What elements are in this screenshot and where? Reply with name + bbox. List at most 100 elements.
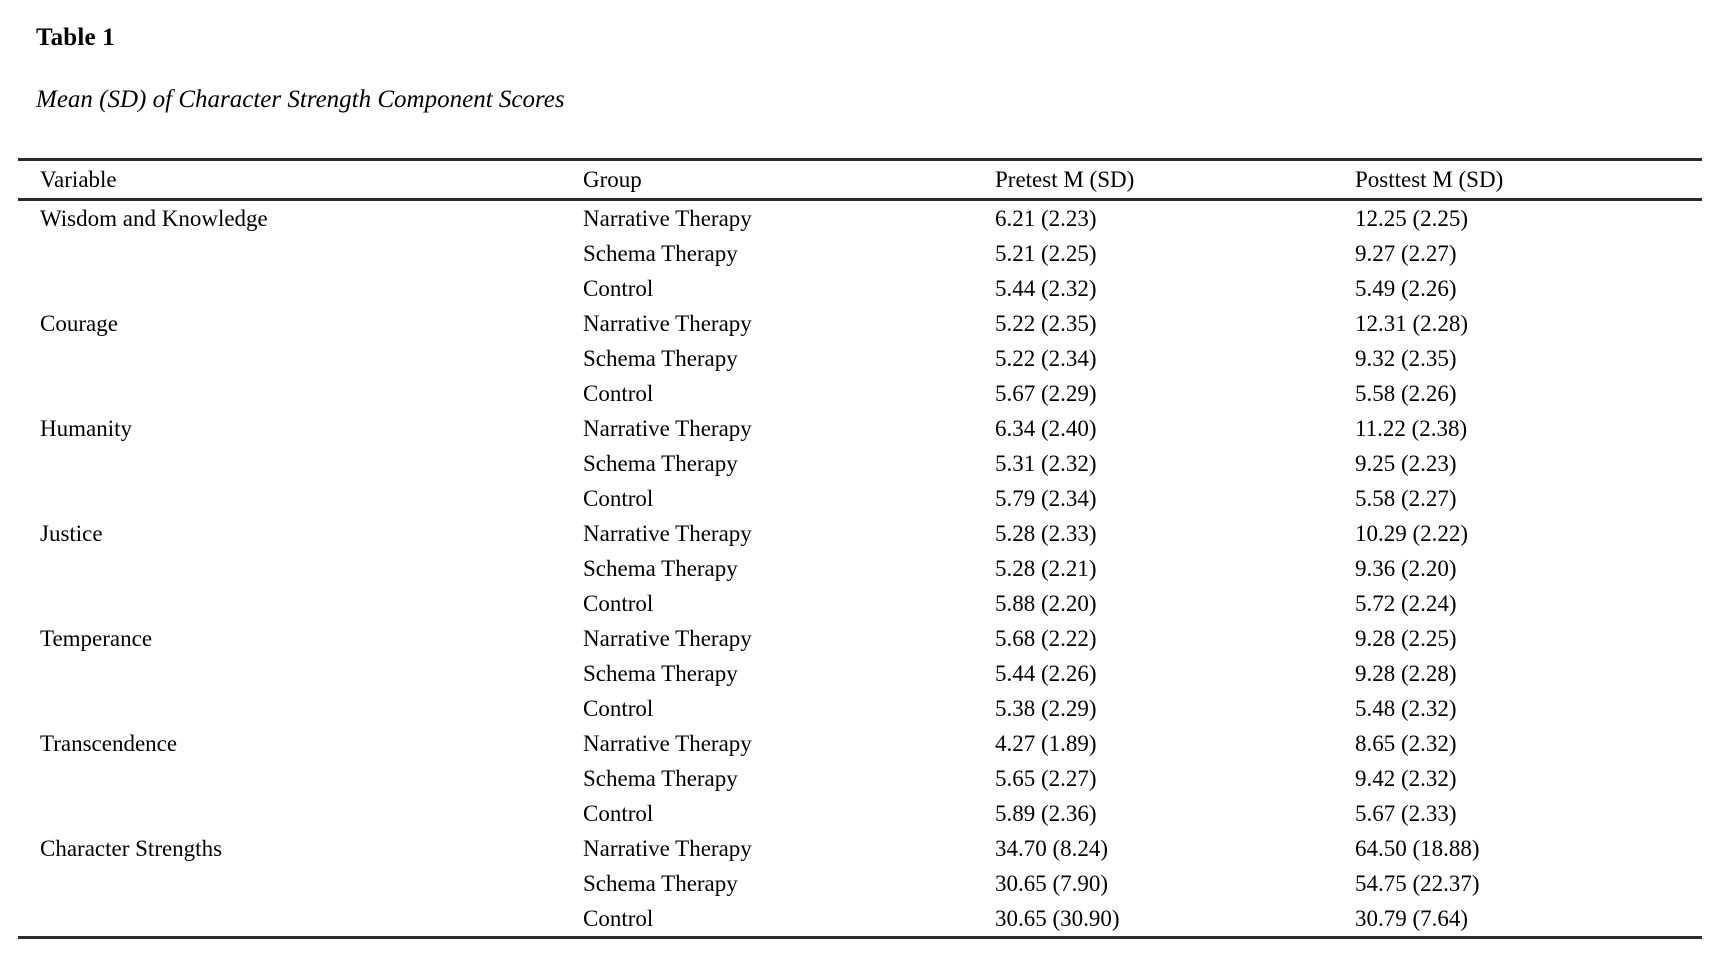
posttest-cell: 5.58 (2.26): [1355, 380, 1457, 406]
group-cell: Control: [583, 590, 654, 616]
table-row: Schema Therapy 5.44 (2.26) 9.28 (2.28): [18, 656, 1702, 691]
table-row: Control 5.67 (2.29) 5.58 (2.26): [18, 376, 1702, 411]
posttest-cell: 30.79 (7.64): [1355, 905, 1469, 931]
pretest-cell: 5.28 (2.21): [995, 555, 1097, 581]
table-row: Schema Therapy 5.65 (2.27) 9.42 (2.32): [18, 761, 1702, 796]
group-cell: Control: [583, 380, 654, 406]
posttest-cell: 5.49 (2.26): [1355, 275, 1457, 301]
pretest-cell: 5.44 (2.26): [995, 660, 1097, 686]
variable-cell: [18, 691, 571, 726]
variable-cell: [18, 586, 571, 621]
pretest-cell: 5.21 (2.25): [995, 240, 1097, 266]
table-row: Humanity Narrative Therapy 6.34 (2.40) 11.2…: [18, 411, 1702, 446]
table-row: Justice Narrative Therapy 5.28 (2.33) 10.29…: [18, 516, 1702, 551]
variable-cell: [18, 901, 571, 938]
variable-cell: Justice: [40, 520, 103, 546]
table-number: Table 1: [36, 24, 115, 51]
variable-cell: [18, 341, 571, 376]
pretest-cell: 6.21 (2.23): [995, 205, 1097, 231]
table-row: Control 5.44 (2.32) 5.49 (2.26): [18, 271, 1702, 306]
variable-cell: [18, 866, 571, 901]
variable-cell: [18, 481, 571, 516]
character-strengths-table: Variable Group Pretest M (SD) Posttest M…: [18, 158, 1702, 939]
posttest-cell: 9.28 (2.28): [1355, 660, 1457, 686]
posttest-cell: 12.31 (2.28): [1355, 310, 1469, 336]
variable-cell: [18, 656, 571, 691]
posttest-cell: 54.75 (22.37): [1355, 870, 1480, 896]
column-header-posttest: Posttest M (SD): [1343, 159, 1702, 201]
variable-cell: [18, 446, 571, 481]
table-row: Control 5.88 (2.20) 5.72 (2.24): [18, 586, 1702, 621]
group-cell: Schema Therapy: [583, 870, 738, 896]
column-header-variable: Variable: [18, 159, 571, 201]
group-cell: Narrative Therapy: [583, 310, 752, 336]
table-row: Control 5.38 (2.29) 5.48 (2.32): [18, 691, 1702, 726]
table-header: Variable Group Pretest M (SD) Posttest M…: [18, 159, 1702, 201]
table-row: Control 5.79 (2.34) 5.58 (2.27): [18, 481, 1702, 516]
posttest-cell: 64.50 (18.88): [1355, 835, 1480, 861]
variable-cell: [18, 376, 571, 411]
column-header-group: Group: [571, 159, 983, 201]
pretest-cell: 30.65 (7.90): [995, 870, 1109, 896]
posttest-cell: 9.32 (2.35): [1355, 345, 1457, 371]
posttest-cell: 10.29 (2.22): [1355, 520, 1469, 546]
group-cell: Control: [583, 695, 654, 721]
group-cell: Schema Therapy: [583, 555, 738, 581]
pretest-cell: 5.68 (2.22): [995, 625, 1097, 651]
group-cell: Narrative Therapy: [583, 730, 752, 756]
variable-cell: Temperance: [40, 625, 153, 651]
posttest-cell: 5.72 (2.24): [1355, 590, 1457, 616]
variable-cell: Transcendence: [40, 730, 178, 756]
pretest-cell: 5.28 (2.33): [995, 520, 1097, 546]
pretest-cell: 5.65 (2.27): [995, 765, 1097, 791]
group-cell: Schema Therapy: [583, 450, 738, 476]
posttest-cell: 8.65 (2.32): [1355, 730, 1457, 756]
group-cell: Narrative Therapy: [583, 520, 752, 546]
table-row: Transcendence Narrative Therapy 4.27 (1.89…: [18, 726, 1702, 761]
group-cell: Schema Therapy: [583, 660, 738, 686]
header-row: Variable Group Pretest M (SD) Posttest M…: [18, 159, 1702, 201]
variable-cell: [18, 236, 571, 271]
group-cell: Narrative Therapy: [583, 625, 752, 651]
pretest-cell: 6.34 (2.40): [995, 415, 1097, 441]
variable-cell: Wisdom and Knowledge: [40, 205, 268, 231]
pretest-cell: 5.89 (2.36): [995, 800, 1097, 826]
table-row: Schema Therapy 5.22 (2.34) 9.32 (2.35): [18, 341, 1702, 376]
group-cell: Control: [583, 485, 654, 511]
table-row: Control 30.65 (30.90) 30.79 (7.64): [18, 901, 1702, 938]
pretest-cell: 4.27 (1.89): [995, 730, 1097, 756]
pretest-cell: 5.38 (2.29): [995, 695, 1097, 721]
group-cell: Schema Therapy: [583, 240, 738, 266]
posttest-cell: 5.48 (2.32): [1355, 695, 1457, 721]
group-cell: Schema Therapy: [583, 345, 738, 371]
variable-cell: [18, 796, 571, 831]
posttest-cell: 11.22 (2.38): [1355, 415, 1468, 441]
group-cell: Control: [583, 905, 654, 931]
variable-cell: [18, 271, 571, 306]
pretest-cell: 34.70 (8.24): [995, 835, 1109, 861]
pretest-cell: 5.44 (2.32): [995, 275, 1097, 301]
table-row: Schema Therapy 30.65 (7.90) 54.75 (22.37): [18, 866, 1702, 901]
posttest-cell: 9.36 (2.20): [1355, 555, 1457, 581]
table-body: Wisdom and Knowledge Narrative Therapy 6.2…: [18, 200, 1702, 938]
variable-cell: [18, 551, 571, 586]
pretest-cell: 30.65 (30.90): [995, 905, 1120, 931]
column-header-pretest: Pretest M (SD): [983, 159, 1343, 201]
group-cell: Narrative Therapy: [583, 205, 752, 231]
posttest-cell: 9.28 (2.25): [1355, 625, 1457, 651]
group-cell: Schema Therapy: [583, 765, 738, 791]
table-row: Control 5.89 (2.36) 5.67 (2.33): [18, 796, 1702, 831]
table-caption: Mean (SD) of Character Strength Componen…: [36, 86, 565, 113]
posttest-cell: 9.42 (2.32): [1355, 765, 1457, 791]
pretest-cell: 5.88 (2.20): [995, 590, 1097, 616]
table-row: Schema Therapy 5.21 (2.25) 9.27 (2.27): [18, 236, 1702, 271]
pretest-cell: 5.22 (2.34): [995, 345, 1097, 371]
table-row: Character Strengths Narrative Therapy 34.7…: [18, 831, 1702, 866]
pretest-cell: 5.79 (2.34): [995, 485, 1097, 511]
group-cell: Control: [583, 800, 654, 826]
group-cell: Narrative Therapy: [583, 835, 752, 861]
pretest-cell: 5.67 (2.29): [995, 380, 1097, 406]
posttest-cell: 9.25 (2.23): [1355, 450, 1457, 476]
table-row: Schema Therapy 5.28 (2.21) 9.36 (2.20): [18, 551, 1702, 586]
